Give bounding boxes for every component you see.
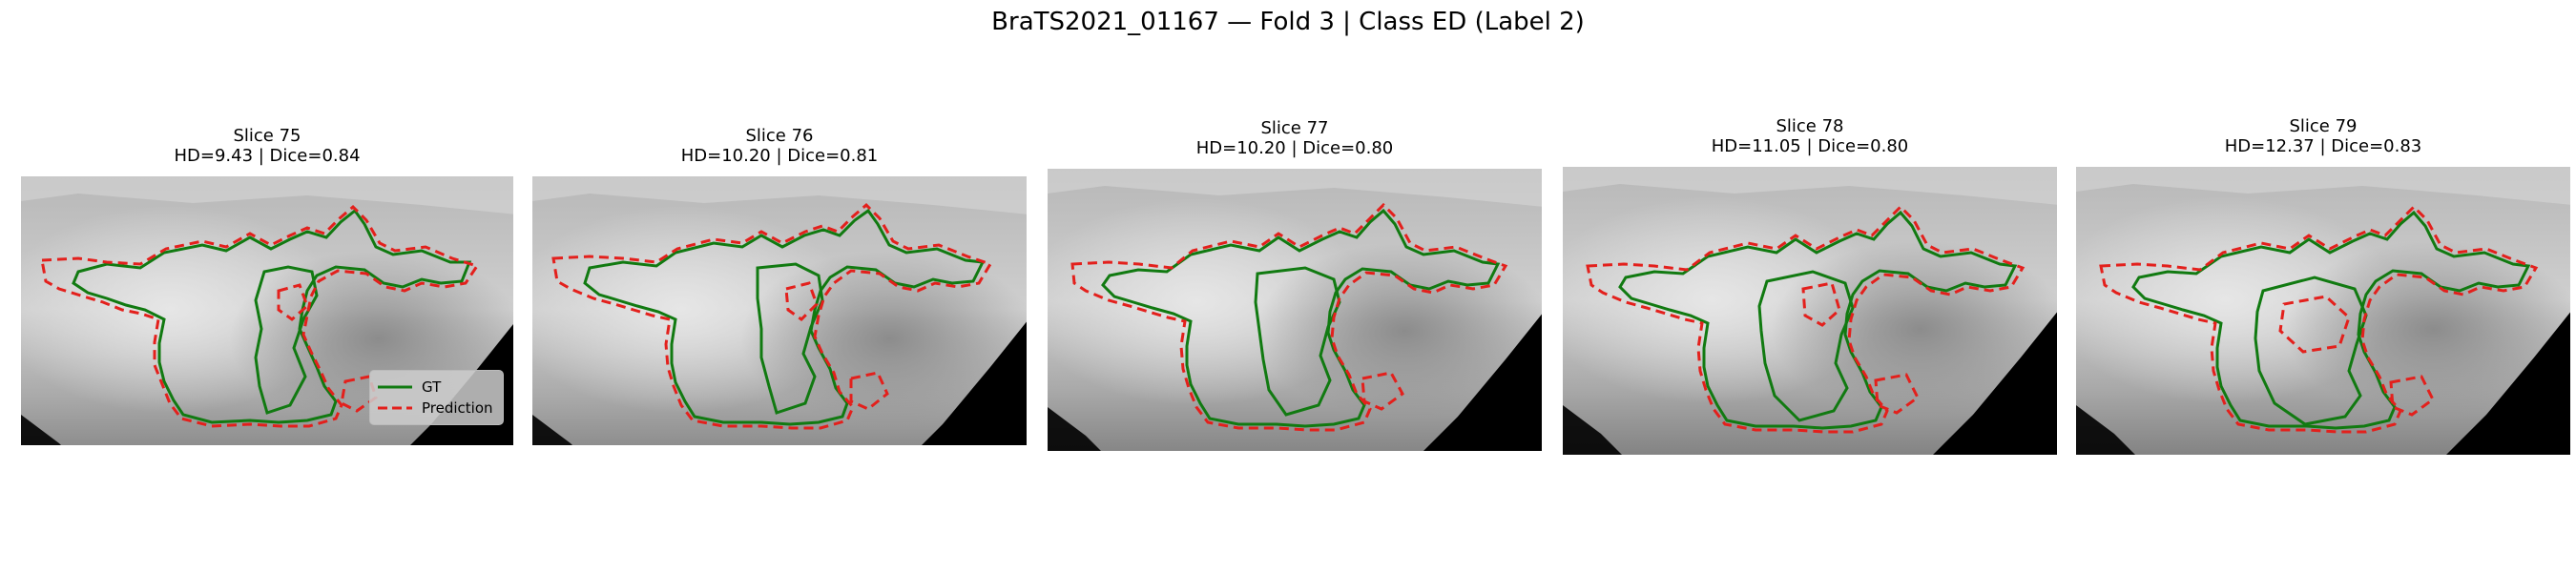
legend-prediction-label: Prediction [422,399,493,417]
gt-inner-contour [756,262,824,415]
gt-inner-contour [254,265,319,415]
gt-inner-contour [2254,276,2368,426]
gt-contour [583,208,986,426]
gt-contour [1101,208,1501,428]
panel-metrics: HD=9.43 | Dice=0.84 [174,146,361,166]
legend-gt-label: GT [422,378,442,396]
prediction-inner-contour [277,283,378,413]
panel-metrics: HD=11.05 | Dice=0.80 [1711,136,1909,156]
panel-slice-title: Slice 77 [1260,118,1329,138]
prediction-inner-contour [2278,295,2435,417]
prediction-contour [2099,204,2539,434]
gt-contour [2131,210,2531,430]
prediction-contour [40,204,480,428]
mri-slice-image [1563,167,2057,455]
slice-panel-78: Slice 78 HD=11.05 | Dice=0.80 [1563,114,2057,458]
legend-entry-prediction: Prediction [378,398,493,419]
figure-title: BraTS2021_01167 — Fold 3 | Class ED (Lab… [991,8,1585,36]
mri-slice-image [21,176,513,445]
slice-panel-76: Slice 76 HD=10.20 | Dice=0.81 [532,124,1027,448]
panel-metrics: HD=10.20 | Dice=0.80 [1195,138,1394,158]
mri-slice-image [1048,169,1542,451]
gt-line-swatch [378,385,412,389]
prediction-contour [1586,204,2025,434]
prediction-line-swatch [378,406,412,410]
panel-slice-title: Slice 79 [2289,116,2358,136]
legend: GT Prediction [369,370,504,425]
gt-inner-contour [1757,270,1855,422]
gt-contour [1618,210,2018,430]
mri-slice-image [2076,167,2570,455]
panel-slice-title: Slice 78 [1776,116,1844,136]
mri-slice-image [532,176,1027,445]
panel-slice-title: Slice 76 [745,126,814,146]
legend-entry-gt: GT [378,377,493,398]
gt-inner-contour [1254,266,1341,417]
slice-panel-75: Slice 75 HD=9.43 | Dice=0.84 GT Predicti… [21,124,513,448]
prediction-inner-contour [784,281,889,411]
prediction-contour [1070,202,1508,432]
slice-panel-77: Slice 77 HD=10.20 | Dice=0.80 [1048,116,1542,451]
panel-slice-title: Slice 75 [233,126,301,146]
gt-contour [72,208,472,424]
slice-panel-79: Slice 79 HD=12.37 | Dice=0.83 [2076,114,2570,458]
panel-metrics: HD=10.20 | Dice=0.81 [680,146,879,166]
prediction-inner-contour [1361,371,1404,411]
panel-metrics: HD=12.37 | Dice=0.83 [2224,136,2422,156]
prediction-inner-contour [1801,281,1920,415]
prediction-contour [551,202,993,430]
